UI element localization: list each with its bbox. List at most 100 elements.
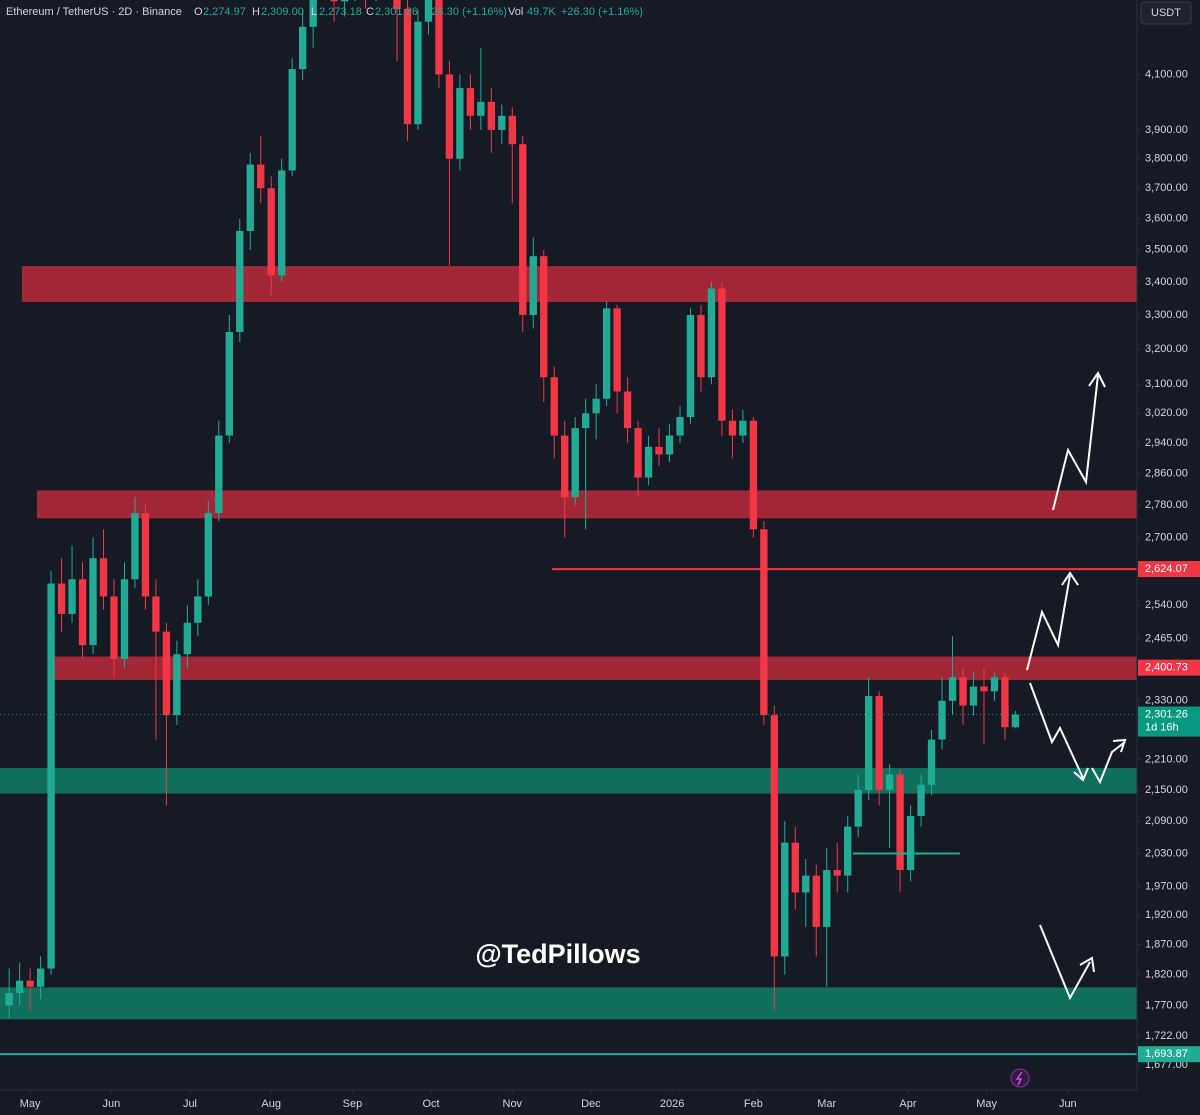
high: 2,309.00: [261, 6, 304, 18]
candle-body: [498, 115, 506, 130]
candle-body: [456, 88, 464, 159]
zone: [21, 266, 1138, 303]
x-tick-label: Aug: [261, 1098, 281, 1110]
candle-body: [141, 513, 150, 597]
x-tick-label: Jun: [102, 1098, 120, 1110]
candle-body: [173, 654, 181, 716]
candle-body: [424, 0, 433, 22]
price-label: 2,301.26: [1145, 708, 1188, 720]
volume-change: +26.30 (+1.16%): [561, 6, 643, 18]
candle-body: [99, 558, 108, 597]
candle-body: [57, 583, 66, 614]
arrow-head: [1061, 571, 1079, 586]
candle-body: [990, 677, 999, 692]
volume-label: Vol: [508, 6, 523, 18]
x-tick-label: Jul: [183, 1098, 197, 1110]
candle-body: [1001, 677, 1009, 728]
candle-body: [655, 446, 663, 455]
y-tick-label: 2,150.00: [1145, 784, 1188, 796]
y-tick-label: 1,970.00: [1145, 881, 1188, 893]
candle-body: [697, 315, 705, 378]
y-tick-label: 1,920.00: [1145, 909, 1188, 921]
candle-body: [791, 842, 799, 893]
change: +26.30 (+1.16%): [425, 6, 507, 18]
x-tick-label: Apr: [899, 1098, 916, 1110]
candle-body: [278, 170, 286, 276]
candle-body: [393, 0, 401, 9]
candle-body: [194, 596, 202, 623]
y-tick-label: 3,200.00: [1145, 343, 1188, 355]
candle-body: [623, 391, 632, 429]
y-tick-label: 2,540.00: [1145, 599, 1188, 611]
y-tick-label: 2,940.00: [1145, 437, 1188, 449]
arrow: [1026, 574, 1071, 671]
y-tick-label: 3,100.00: [1145, 378, 1188, 390]
candle-body: [120, 579, 129, 659]
candle-body: [959, 677, 967, 706]
candle-body: [5, 993, 13, 1006]
arrow: [1052, 374, 1099, 511]
y-tick-label: 2,030.00: [1145, 847, 1188, 859]
candle-body: [823, 870, 831, 927]
currency-button[interactable]: [1140, 1, 1192, 25]
y-tick-label: 3,400.00: [1145, 276, 1188, 288]
candle-body: [309, 0, 317, 27]
y-tick-label: 3,900.00: [1145, 124, 1188, 136]
candle-body: [236, 231, 244, 332]
candle-body: [676, 416, 684, 436]
y-tick-label: 2,465.00: [1145, 632, 1188, 644]
candle-body: [414, 21, 422, 125]
candle-body: [1011, 714, 1020, 728]
ohlc-label: O: [194, 6, 203, 18]
close: 2,301.26: [375, 6, 418, 18]
y-tick-label: 3,800.00: [1145, 153, 1188, 165]
arrow: [1039, 924, 1091, 1001]
plot-area: [0, 0, 1138, 1056]
candle-body: [812, 875, 820, 927]
candle-body: [885, 774, 894, 790]
candle-body: [980, 686, 988, 692]
watermark: @TedPillows: [475, 939, 640, 969]
candle-body: [466, 88, 475, 116]
candle-body: [781, 842, 789, 957]
candle-body: [183, 622, 192, 655]
candle-body: [47, 583, 55, 969]
price-axis: [1137, 0, 1200, 1115]
candle-body: [445, 74, 454, 159]
y-tick-label: 3,600.00: [1145, 213, 1188, 225]
candle-body: [15, 980, 24, 994]
candle-body: [89, 558, 97, 646]
candle-body: [36, 968, 45, 987]
candle-body: [257, 164, 265, 189]
x-tick-label: Jun: [1059, 1098, 1077, 1110]
candle-body: [969, 686, 978, 706]
x-tick-label: May: [20, 1098, 41, 1110]
candle-body: [844, 826, 852, 876]
y-tick-label: 1,722.00: [1145, 1030, 1188, 1042]
ohlc-label: L: [311, 6, 317, 18]
arrow: [1029, 682, 1084, 779]
candle-body: [581, 413, 590, 429]
x-tick-label: 2026: [660, 1098, 684, 1110]
candle-body: [802, 875, 810, 893]
candle-body: [634, 428, 642, 478]
x-tick-label: May: [976, 1098, 997, 1110]
candle-body: [833, 870, 841, 876]
candle-body: [162, 631, 171, 716]
zone: [36, 490, 1138, 519]
price-label: 1,693.87: [1145, 1048, 1188, 1060]
arrow-head: [1073, 767, 1089, 782]
candle-body: [760, 529, 768, 716]
tv-icon: [1010, 1068, 1030, 1088]
price-label-box: [1138, 1046, 1200, 1063]
zone: [52, 656, 1138, 681]
y-tick-label: 2,860.00: [1145, 468, 1188, 480]
y-tick-label: 3,500.00: [1145, 244, 1188, 256]
candle-body: [68, 579, 76, 614]
candle-body: [749, 420, 758, 530]
currency-label[interactable]: USDT: [1151, 7, 1181, 19]
y-tick-label: 1,770.00: [1145, 999, 1188, 1011]
candle-body: [131, 513, 139, 580]
